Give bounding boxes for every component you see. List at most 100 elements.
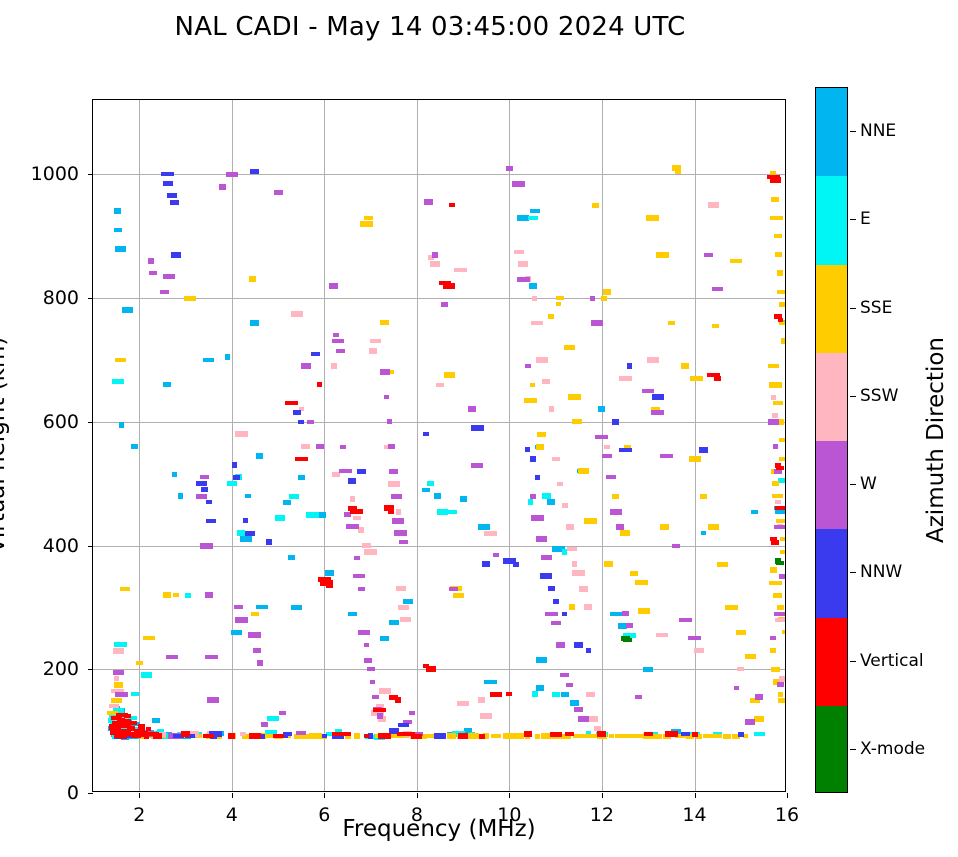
data-mark	[659, 523, 669, 530]
data-mark	[199, 475, 209, 480]
data-mark	[744, 654, 756, 660]
data-mark	[228, 732, 236, 739]
data-mark	[199, 542, 213, 549]
data-mark	[114, 731, 121, 738]
data-mark	[703, 252, 713, 257]
data-mark	[427, 481, 435, 487]
data-mark	[283, 499, 292, 505]
data-mark	[602, 288, 611, 295]
data-mark	[425, 734, 437, 739]
data-mark	[282, 732, 292, 737]
data-mark	[230, 629, 242, 635]
data-mark	[725, 604, 738, 610]
data-mark	[112, 669, 124, 675]
data-mark	[630, 570, 639, 576]
colorbar-tick	[850, 748, 856, 750]
data-mark	[478, 523, 490, 530]
data-mark	[160, 172, 174, 177]
data-mark	[291, 604, 303, 610]
data-mark	[601, 453, 612, 458]
data-mark	[310, 351, 320, 356]
colorbar-segment-e[interactable]	[816, 176, 847, 266]
data-mark	[146, 727, 151, 732]
data-mark	[396, 732, 410, 737]
y-tick	[88, 793, 93, 794]
data-mark	[776, 418, 784, 425]
data-mark	[300, 363, 311, 370]
data-mark	[513, 561, 520, 567]
colorbar-segment-nne[interactable]	[816, 88, 847, 177]
data-mark	[779, 438, 785, 443]
data-mark	[425, 666, 436, 673]
x-tick	[416, 793, 418, 798]
colorbar-label-nne: NNE	[860, 121, 897, 142]
data-mark	[181, 731, 190, 738]
data-mark	[585, 648, 591, 654]
data-mark	[540, 573, 553, 580]
data-mark	[395, 697, 402, 704]
data-mark	[330, 363, 337, 370]
y-tick-label: 200	[42, 658, 79, 681]
data-mark	[565, 732, 574, 737]
data-mark	[771, 481, 779, 487]
gridline-vertical	[601, 100, 603, 791]
data-mark	[353, 574, 365, 579]
data-mark	[358, 527, 365, 533]
data-mark	[115, 357, 127, 362]
data-mark	[387, 480, 400, 487]
colorbar-segment-vertical[interactable]	[816, 617, 847, 707]
data-mark	[114, 642, 128, 647]
data-mark	[771, 539, 780, 545]
data-mark	[288, 555, 296, 561]
data-mark	[422, 487, 431, 492]
data-mark	[166, 193, 177, 199]
data-mark	[344, 732, 351, 737]
data-mark	[562, 611, 568, 616]
gridline-vertical	[416, 100, 418, 791]
colorbar-tick	[850, 572, 856, 574]
data-mark	[449, 586, 459, 591]
data-mark	[550, 620, 561, 625]
data-mark	[532, 295, 538, 301]
data-mark	[169, 199, 179, 205]
data-mark	[571, 561, 577, 568]
data-mark	[766, 175, 780, 180]
data-mark	[769, 567, 777, 574]
data-mark	[572, 734, 585, 739]
data-mark	[250, 319, 260, 326]
colorbar-segment-ssw[interactable]	[816, 352, 847, 442]
colorbar-segment-w[interactable]	[816, 441, 847, 530]
data-mark	[566, 546, 577, 551]
data-mark	[777, 270, 784, 277]
data-mark	[635, 695, 643, 700]
data-mark	[781, 338, 785, 345]
data-mark	[239, 536, 252, 543]
data-mark	[313, 511, 327, 518]
data-mark	[560, 673, 570, 678]
data-mark	[113, 208, 121, 215]
colorbar-segment-nnw[interactable]	[816, 529, 847, 619]
colorbar-segment-sse[interactable]	[816, 264, 847, 354]
data-mark	[774, 462, 781, 468]
colorbar[interactable]	[815, 87, 848, 793]
data-mark	[537, 431, 547, 437]
data-mark	[371, 695, 379, 700]
data-mark	[118, 728, 131, 734]
data-mark	[505, 165, 513, 171]
data-mark	[395, 586, 406, 592]
colorbar-segment-x-mode[interactable]	[816, 705, 847, 792]
data-mark	[184, 592, 191, 598]
data-mark	[339, 444, 346, 449]
data-mark	[361, 543, 371, 548]
gridline-vertical	[694, 100, 696, 791]
data-mark	[308, 733, 322, 740]
data-mark	[562, 548, 568, 555]
data-mark	[528, 282, 537, 289]
data-mark	[109, 729, 118, 736]
y-axis-label: Virtual height (km)	[0, 336, 10, 554]
data-mark	[434, 493, 442, 499]
data-mark	[769, 177, 781, 184]
data-mark	[113, 681, 123, 688]
x-tick-label: 14	[682, 804, 707, 826]
data-mark	[248, 632, 262, 639]
